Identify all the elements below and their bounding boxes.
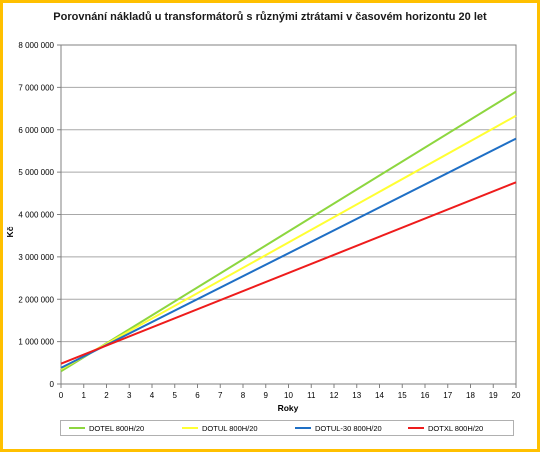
y-axis-label: Kč [5, 226, 15, 237]
legend-label: DOTUL 800H/20 [202, 423, 258, 433]
x-tick-label: 13 [352, 391, 361, 400]
x-tick-label: 1 [82, 391, 87, 400]
y-tick-label: 3 000 000 [18, 253, 54, 262]
legend-item: DOTXL 800H/20 [400, 424, 513, 433]
y-tick-label: 6 000 000 [18, 126, 54, 135]
x-tick-label: 2 [104, 391, 109, 400]
x-tick-label: 0 [59, 391, 64, 400]
legend-swatch [295, 427, 311, 429]
x-tick-label: 18 [466, 391, 475, 400]
series-line [60, 90, 517, 373]
x-tick-label: 4 [150, 391, 155, 400]
legend-label: DOTUL-30 800H/20 [315, 423, 382, 433]
series-line [60, 137, 517, 369]
y-tick-label: 7 000 000 [18, 83, 54, 92]
legend-item: DOTUL 800H/20 [174, 424, 287, 433]
x-tick-label: 10 [284, 391, 293, 400]
x-tick-label: 14 [375, 391, 384, 400]
legend-swatch [182, 427, 198, 429]
y-tick-label: 5 000 000 [18, 168, 54, 177]
legend-swatch [69, 427, 85, 429]
y-tick-labels: 0 1 000 000 2 000 000 3 000 000 4 000 000 5 0… [18, 41, 54, 389]
y-tick-label: 1 000 000 [18, 338, 54, 347]
x-tick-label: 16 [421, 391, 430, 400]
x-tick-label: 17 [443, 391, 452, 400]
y-tick-label: 4 000 000 [18, 211, 54, 220]
x-tick-label: 8 [241, 391, 246, 400]
x-tick-label: 12 [330, 391, 339, 400]
legend-swatch [408, 427, 424, 429]
gridlines [57, 44, 517, 388]
x-tick-label: 7 [218, 391, 223, 400]
legend-item: DOTUL-30 800H/20 [287, 424, 400, 433]
y-tick-label: 2 000 000 [18, 295, 54, 304]
x-tick-label: 15 [398, 391, 407, 400]
x-tick-label: 20 [512, 391, 521, 400]
series-lines [60, 90, 517, 373]
x-tick-label: 9 [264, 391, 269, 400]
x-tick-label: 5 [173, 391, 178, 400]
plot-area [60, 44, 517, 385]
legend-label: DOTXL 800H/20 [428, 423, 484, 433]
x-tick-label: 19 [489, 391, 498, 400]
y-tick-label: 0 [50, 380, 55, 389]
y-tick-label: 8 000 000 [18, 41, 54, 50]
legend-label: DOTEL 800H/20 [89, 423, 145, 433]
chart-title: Porovnání nákladů u transformátorů s růz… [53, 11, 487, 23]
x-axis-label: Roky [278, 403, 299, 413]
series-line [60, 114, 517, 371]
x-tick-label: 3 [127, 391, 132, 400]
x-tick-label: 6 [195, 391, 200, 400]
legend-item: DOTEL 800H/20 [61, 424, 174, 433]
x-tick-label: 11 [307, 391, 316, 400]
series-line [60, 181, 517, 365]
chart-legend: DOTEL 800H/20 DOTUL 800H/20 DOTUL-30 800H/… [60, 420, 514, 436]
x-tick-labels: 0 1 2 3 4 5 6 7 8 9 10 11 12 13 14 15 16 17 18 19 20 [59, 391, 521, 400]
